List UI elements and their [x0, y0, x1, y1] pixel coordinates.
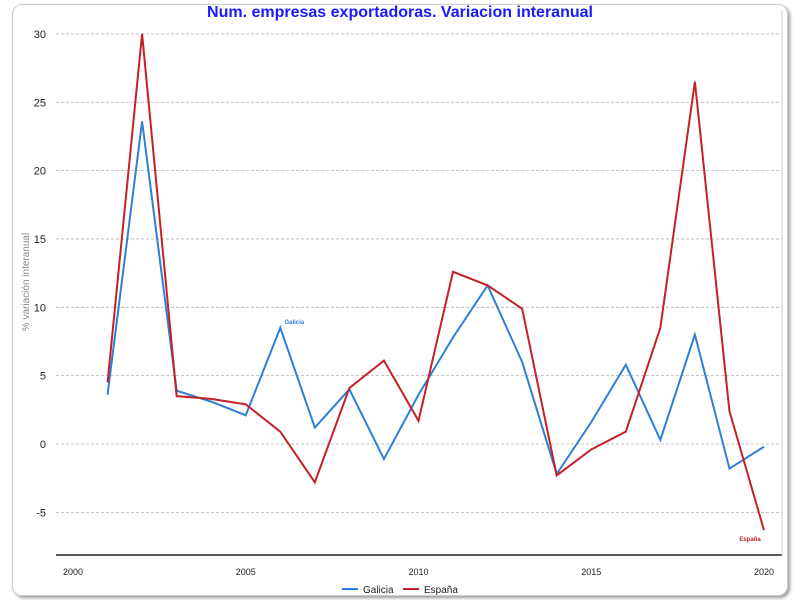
x-tick-label: 2010	[408, 567, 428, 577]
x-tick-label: 2000	[63, 567, 83, 577]
legend-label: España	[424, 585, 458, 596]
legend-label: Galicia	[363, 585, 394, 596]
y-tick-label: 10	[34, 302, 46, 314]
x-tick-label: 2015	[581, 567, 601, 577]
series-lines: Galicia España	[106, 33, 765, 543]
y-tick-label: 30	[34, 29, 46, 41]
chart-card	[12, 4, 788, 596]
y-axis-label: % variación interanual	[21, 233, 32, 331]
x-tick-label: 2020	[754, 567, 774, 577]
y-tick-label: -5	[36, 507, 46, 519]
legend: Galicia España	[342, 585, 458, 596]
series-data-label: Galicia	[284, 320, 304, 326]
x-tick-label: 2005	[236, 567, 256, 577]
series-data-label: España	[739, 537, 761, 543]
gridlines	[56, 33, 782, 513]
series-line-galicia	[106, 121, 765, 477]
y-tick-label: 15	[34, 234, 46, 246]
y-tick-label: 20	[34, 166, 46, 178]
y-tick-labels: -5 0 5 10 15 20 25 30	[34, 29, 46, 519]
x-tick-labels: 2000 2005 2010 2015 2020	[63, 567, 774, 577]
chart-title: Num. empresas exportadoras. Variacion in…	[207, 4, 593, 21]
y-tick-label: 5	[40, 371, 46, 383]
series-line-españa	[106, 33, 765, 531]
y-tick-label: 0	[40, 439, 46, 451]
y-tick-label: 25	[34, 97, 46, 109]
